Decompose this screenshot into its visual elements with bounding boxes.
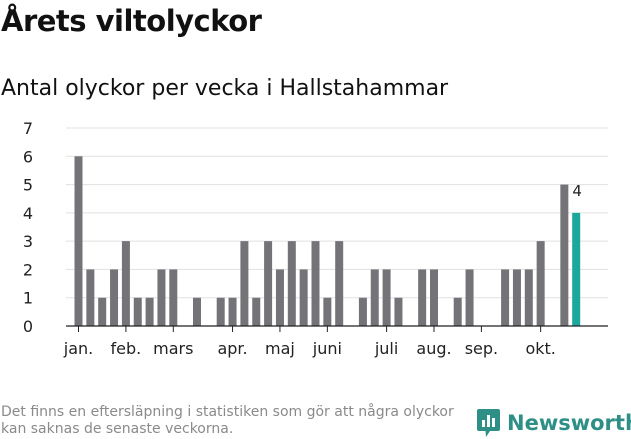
bar	[216, 297, 225, 326]
y-tick-label: 7	[23, 119, 33, 138]
x-tick-label: jan.	[63, 339, 93, 358]
highlight-value-label: 4	[572, 182, 582, 200]
bar	[370, 269, 379, 326]
y-tick-label: 6	[23, 147, 33, 166]
bar	[501, 269, 510, 326]
x-tick-label: sep.	[465, 339, 498, 358]
bars	[74, 156, 581, 326]
y-tick-label: 0	[23, 317, 33, 336]
x-tick-label: juni	[312, 339, 342, 358]
y-tick-label: 1	[23, 289, 33, 308]
bar	[524, 269, 533, 326]
brand-name: Newsworthy	[507, 411, 631, 435]
brand-logo[interactable]: Newsworthy	[476, 408, 631, 438]
chart-title: Årets viltolyckor	[1, 4, 262, 38]
highlight-bar	[572, 212, 581, 326]
bar	[264, 241, 273, 326]
bar	[193, 297, 201, 326]
x-tick-label: maj	[265, 339, 295, 358]
bar	[453, 297, 462, 326]
bar	[110, 269, 119, 326]
bar	[465, 269, 474, 326]
bar	[418, 269, 427, 326]
bar	[299, 269, 308, 326]
y-axis-labels: 0 1 2 3 4 5 6 7	[23, 119, 33, 336]
footnote: Det finns en eftersläpning i statistiken…	[1, 404, 454, 437]
bar	[335, 241, 344, 326]
newsworthy-logo-icon	[477, 409, 500, 437]
x-tick-label: aug.	[416, 339, 451, 358]
bar	[133, 297, 142, 326]
bar	[240, 241, 249, 326]
bar	[323, 297, 332, 326]
x-axis	[66, 325, 608, 332]
y-tick-label: 4	[23, 204, 33, 223]
bar	[252, 297, 261, 326]
bar	[512, 269, 521, 326]
bar	[394, 297, 403, 326]
bar	[74, 156, 83, 326]
x-axis-labels: jan. feb. mars apr. maj juni juli aug. sep. okt.	[63, 339, 556, 358]
bar	[560, 184, 569, 326]
bar	[287, 241, 296, 326]
y-tick-label: 5	[23, 176, 33, 195]
bar	[98, 297, 107, 326]
bar	[169, 269, 178, 326]
bar	[228, 297, 237, 326]
x-tick-label: mars	[153, 339, 193, 358]
bar	[382, 269, 391, 326]
bar	[86, 269, 95, 326]
x-tick-label: juli	[374, 339, 398, 358]
bar	[358, 297, 367, 326]
bar	[121, 241, 130, 326]
y-tick-label: 2	[23, 260, 33, 279]
y-tick-label: 3	[23, 232, 33, 251]
bar	[275, 269, 284, 326]
x-tick-label: apr.	[217, 339, 247, 358]
annotations: 4	[572, 182, 582, 200]
x-tick-label: feb.	[111, 339, 142, 358]
bar	[145, 297, 154, 326]
chart-subtitle: Antal olyckor per vecka i Hallstahammar	[1, 76, 449, 101]
bar	[157, 269, 166, 326]
bar	[430, 269, 438, 326]
bar-chart: 0 1 2 3 4 5 6 7 jan. feb. mars apr. maj juni juli aug.…	[23, 119, 608, 358]
bar	[536, 241, 545, 326]
bar	[311, 241, 320, 326]
x-tick-label: okt.	[525, 339, 555, 358]
